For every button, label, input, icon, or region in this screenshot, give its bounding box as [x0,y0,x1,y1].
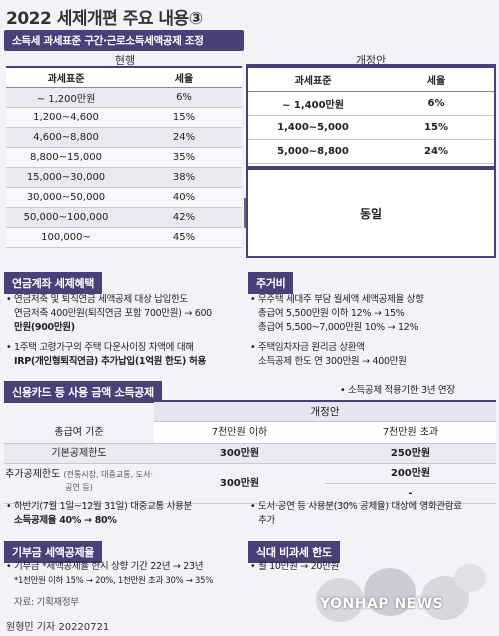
page-title: 2022 세제개편 주요 내용③ [6,9,203,29]
table-cell: 50,000~100,000 [6,207,126,228]
card-row1-label: 기본공제한도 [51,448,107,459]
housing-line4: • 주택임차자금 원리금 상환액 [250,342,365,353]
new-label: 개정안 [355,54,387,67]
housing-line1: • 무주택 세대주 부담 월세액 세액공제율 상향 [250,294,424,305]
pension-line5: IRP(개인형퇴직연금) 추가납입(1억원 한도) 허용 [14,356,206,367]
table-cell: 6% [378,91,494,116]
table-cell: 35% [126,147,242,168]
housing-line2: 총급여 5,500만원 이하 12% → 15% [258,308,405,319]
table-cell: 45% [126,227,242,248]
table-cell: 1,400~5,000 [248,115,378,140]
card-right-text: • 도서·공연 등 사용분(30% 공제율) 대상에 영화관람료 추가 [250,500,496,528]
same-label: 동일 [359,206,383,221]
new-col-base: 과세표준 [248,66,378,92]
table-cell: 24% [126,127,242,148]
card-right-line1: • 도서·공연 등 사용분(30% 공제율) 대상에 영화관람료 [250,501,462,512]
table-cell: 30,000~50,000 [6,187,126,208]
pension-line2: 연금저축 400만원(퇴직연금 포함 700만원) → 600 [14,308,212,319]
current-tax-table: 과세표준 세율 ~ 1,200만원 6% 1,200~4,600 15% 4,600~… [6,66,242,248]
new-col-rate: 세율 [378,66,494,92]
card-row2-v2b: - [408,488,413,499]
donation-text: • 기부금 *세액공제율 한시 상향 기간 22년 → 23년 *1천만원 이하… [6,560,246,588]
table-cell: 100,000~ [6,227,126,248]
pension-line3: 만원(900만원) [14,322,75,333]
card-row1-v1: 300만원 [219,448,260,459]
card-col2: 7천만원 초과 [325,422,496,443]
col-rate: 세율 [126,66,242,88]
table-cell: 15% [126,107,242,128]
new-tax-table: 과세표준 세율 ~ 1,400만원 6% 1,400~5,000 15% 5,000~… [248,66,494,164]
new-tax-box: 과세표준 세율 ~ 1,400만원 6% 1,400~5,000 15% 5,000~… [246,64,496,168]
watermark: YONHAP NEWS [320,596,444,612]
source: 자료: 기획재정부 [14,597,79,608]
card-row2-v2a: 200만원 [325,464,496,484]
col-base: 과세표준 [6,66,126,88]
current-label: 현행 [114,54,136,67]
card-table: 개정안 총급여 기준 7천만원 이하 7천만원 초과 기본공제한도 300만원 … [4,400,496,504]
housing-line5: 소득공제 한도 연 300만원 → 400만원 [258,356,407,367]
table-cell: 8,800~15,000 [6,147,126,168]
card-col1: 7천만원 이하 [154,422,325,443]
pension-line1: • 연금저축 및 퇴직연금 세액공제 대상 납입한도 [6,294,188,305]
table-cell: 1,200~4,600 [6,107,126,128]
housing-bar: 주거비 [248,272,294,294]
card-row2-v1: 300만원 [219,478,260,489]
card-row2-v2: 200만원 - [325,464,496,503]
card-row1-v2: 250만원 [390,448,431,459]
meal-line1: • 월 10만원 → 20만원 [250,561,340,572]
table-cell: 6% [126,87,242,108]
donation-line2: *1천만원 이하 15% → 20%, 1천만원 초과 30% → 35% [14,576,214,586]
housing-line3: 총급여 5,500~7,000만원 10% → 12% [258,322,419,333]
byline: 원형민 기자 20220721 [6,622,110,633]
card-row2-label: 추가공제한도 [5,469,61,480]
same-box: 동일 [246,168,496,258]
card-right-line2: 추가 [258,515,275,526]
donation-line1: • 기부금 *세액공제율 한시 상향 기간 22년 → 23년 [6,561,204,572]
table-cell: 24% [378,139,494,164]
pension-text: • 연금저축 및 퇴직연금 세액공제 대상 납입한도 연금저축 400만원(퇴직… [6,293,246,369]
coins-image [316,564,486,622]
housing-text: • 무주택 세대주 부담 월세액 세액공제율 상향 총급여 5,500만원 이하… [250,293,496,369]
card-row2-label-cell: 추가공제한도 (전통시장, 대중교통, 도서·공연 등) [4,464,154,503]
card-new-label: 개정안 [154,402,496,422]
table-cell: 5,000~8,800 [248,139,378,164]
meal-bar: 식대 비과세 한도 [248,541,340,563]
table-cell: 40% [126,187,242,208]
table-cell: 15% [378,115,494,140]
table-cell: 4,600~8,800 [6,127,126,148]
table-cell: 38% [126,167,242,188]
card-row2-sub: (전통시장, 대중교통, 도서·공연 등) [63,470,153,492]
donation-bar: 기부금 세액공제율 [4,541,103,563]
card-bar: 신용카드 등 사용 금액 소득공제 [4,381,162,403]
card-note: • 소득공제 적용기한 3년 연장 [340,385,455,396]
income-tax-bar: 소득세 과세표준 구간·근로소득세액공제 조정 [4,30,244,51]
card-left-line2: 소득공제율 40% → 80% [14,515,117,526]
card-left-text: • 하반기(7월 1일~12월 31일) 대중교통 사용분 소득공제율 40% … [6,500,246,528]
pension-line4: • 1주택 고령가구의 주택 다운사이징 차액에 대해 [6,342,194,353]
table-cell: ~ 1,400만원 [248,91,378,116]
pension-bar: 연금계좌 세제혜택 [4,272,103,294]
table-cell: 42% [126,207,242,228]
table-cell: ~ 1,200만원 [6,87,126,108]
card-col0: 총급여 기준 [54,427,104,438]
card-left-line1: • 하반기(7월 1일~12월 31일) 대중교통 사용분 [6,501,193,512]
table-cell: 15,000~30,000 [6,167,126,188]
